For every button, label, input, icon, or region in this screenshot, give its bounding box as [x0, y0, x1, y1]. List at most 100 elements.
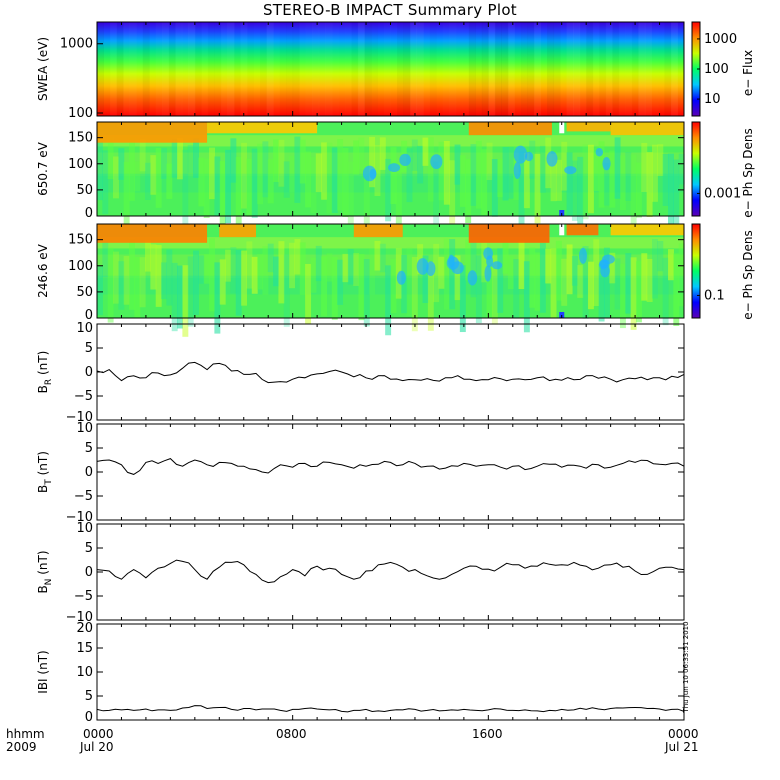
- series-line-bT: [96, 458, 685, 475]
- swea-spectrogram: [97, 22, 684, 116]
- swea-time-column: [391, 22, 398, 116]
- pad-streak-1: [123, 161, 130, 233]
- pad-streak-1: [609, 150, 616, 208]
- swea-time-column: [573, 22, 581, 116]
- pad-streak-2: [449, 239, 456, 310]
- pad-streak-1: [235, 156, 242, 231]
- pad-streak-1: [582, 144, 589, 220]
- pad-streak-1: [651, 144, 658, 202]
- pad-streak-2: [289, 242, 296, 289]
- pad-low-patch-2: [484, 265, 492, 282]
- pad-streak-2: [475, 255, 482, 324]
- pad-streak-2: [603, 247, 610, 318]
- pad-low-patch-1: [399, 153, 411, 167]
- pad-streak-2: [401, 254, 408, 314]
- pad-streak-2: [241, 250, 248, 306]
- y-tick-label: 10: [76, 521, 93, 536]
- pad-streak-2: [347, 249, 354, 285]
- pad-streak-1: [374, 145, 381, 197]
- pad-streak-1: [353, 140, 360, 175]
- y-tick-label: 0: [85, 565, 93, 580]
- swea-time-column: [541, 22, 548, 116]
- pad-streak-1: [390, 147, 397, 205]
- y-tick-label: 5: [85, 341, 93, 356]
- pad-streak-1: [273, 139, 280, 183]
- pad-streak-1: [529, 140, 536, 179]
- pad-streak-2: [507, 255, 514, 290]
- pad-streak-2: [625, 253, 632, 314]
- y-tick-label: −10: [66, 410, 93, 425]
- pad-streak-2: [481, 242, 488, 283]
- pad-streak-1: [422, 137, 429, 166]
- pad-streak-2: [182, 265, 189, 337]
- y-tick-label: −5: [74, 589, 93, 604]
- pad-streak-2: [518, 240, 525, 290]
- y-tick-label: 0: [85, 365, 93, 380]
- pad-streak-1: [315, 153, 322, 193]
- pad-streak-1: [326, 142, 333, 214]
- pad-streak-1: [657, 144, 664, 176]
- pad-streak-1: [507, 146, 514, 199]
- swea-time-column: [403, 22, 411, 116]
- pad-low-patch-2: [579, 247, 587, 264]
- y-axis-label-2: 246.6 eV: [36, 243, 50, 298]
- swea-time-column: [130, 22, 137, 116]
- pad-streak-1: [513, 157, 520, 201]
- swea-time-column: [371, 22, 378, 116]
- pad-low-patch-1: [564, 166, 577, 175]
- swea-time-column: [462, 22, 469, 116]
- pad-hot-region-2-3: [468, 224, 550, 243]
- pad-streak-1: [587, 144, 594, 214]
- pad-streak-1: [283, 161, 290, 198]
- pad-streak-1: [465, 159, 472, 223]
- pad-streak-2: [459, 265, 466, 333]
- swea-time-column: [156, 22, 163, 116]
- pad-streak-2: [667, 249, 674, 281]
- y-axis-label-1: 650.7 eV: [36, 141, 50, 196]
- series-line-ibi: [96, 705, 685, 713]
- pad-low-patch-1: [362, 165, 377, 182]
- pad-streak-2: [374, 240, 381, 271]
- swea-time-column: [475, 22, 482, 116]
- swea-time-column: [423, 22, 430, 116]
- pad-hot-region-2-0: [97, 224, 208, 243]
- colorbar-tick-label: 0.001: [704, 186, 741, 201]
- swea-time-column: [664, 22, 671, 116]
- pad-streak-2: [550, 248, 557, 318]
- swea-time-column: [547, 22, 555, 116]
- pad-streak-2: [107, 247, 114, 323]
- pad-streak-2: [139, 257, 146, 308]
- swea-time-column: [566, 22, 574, 116]
- pad-streak-2: [97, 265, 103, 316]
- panel-frame-5: [96, 523, 685, 621]
- pad-streak-1: [134, 161, 141, 192]
- pad-streak-2: [646, 258, 653, 302]
- swea-time-column: [580, 22, 587, 116]
- swea-time-column: [677, 22, 684, 116]
- swea-time-column: [273, 22, 280, 116]
- pad-low-patch-1: [388, 163, 401, 173]
- y-tick-label: 0: [85, 465, 93, 480]
- pad-streak-1: [251, 148, 258, 218]
- x-tick-label-0: 0000: [83, 727, 114, 741]
- pad-streak-1: [555, 159, 562, 201]
- pad-streak-1: [294, 136, 301, 203]
- pad-streak-1: [459, 155, 466, 207]
- pad-streak-2: [171, 262, 178, 332]
- swea-time-column: [227, 22, 235, 116]
- pad-streak-2: [315, 245, 322, 282]
- pad-streak-1: [289, 155, 296, 193]
- pad-streak-2: [246, 241, 253, 289]
- swea-time-column: [514, 22, 521, 116]
- swea-time-column: [286, 22, 293, 116]
- pad-streak-1: [171, 139, 178, 178]
- y-tick-label: 0: [85, 710, 93, 725]
- pad-streak-1: [518, 151, 525, 224]
- colorbar-tick-label: 0.1: [704, 288, 725, 303]
- pad-streak-2: [294, 239, 301, 275]
- pad-hot-region-1-1: [207, 122, 318, 134]
- pad-streak-2: [177, 265, 183, 329]
- pad-streak-1: [155, 148, 162, 208]
- pad-streak-1: [385, 158, 392, 222]
